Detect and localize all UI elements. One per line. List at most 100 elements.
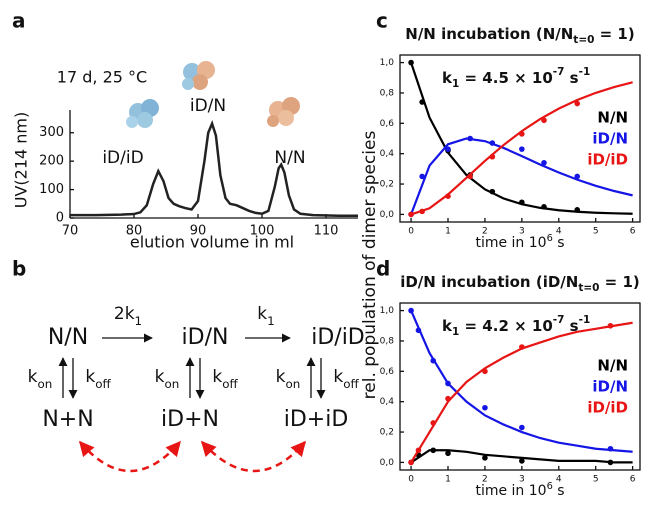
rate-constant-part: -7 <box>553 314 565 326</box>
rate-label: 2k1 <box>114 304 142 328</box>
data-point <box>415 327 422 334</box>
data-point <box>419 173 425 180</box>
x-tick-label: 3 <box>519 475 525 485</box>
data-point <box>482 455 488 461</box>
legend-entry: N/N <box>597 357 628 375</box>
x-axis-label: time in 106 s <box>475 233 564 252</box>
y-tick-label: 0,0 <box>380 210 395 220</box>
x-tick-label: 110 <box>314 224 339 239</box>
y-tick-label: 0,4 <box>380 149 395 159</box>
data-point <box>574 173 581 180</box>
x-tick-label: 0 <box>408 475 414 485</box>
x-axis-label-part: time in 10 <box>475 483 546 499</box>
rate-constant-part: -1 <box>579 66 591 78</box>
legend-entry: iD/N <box>592 378 628 396</box>
rate-constant-part: k <box>442 69 453 87</box>
node: N+N <box>42 407 93 432</box>
data-point <box>607 445 614 452</box>
data-point <box>574 207 581 213</box>
chart-title-part: = 1) <box>599 273 639 291</box>
y-tick-label: 0,2 <box>380 180 394 190</box>
data-point <box>519 458 525 464</box>
data-point <box>519 424 525 431</box>
rate-sub: 1 <box>135 314 143 328</box>
rate-sub: off <box>95 377 111 391</box>
rate-constant-part: s <box>564 69 578 87</box>
rate: k <box>28 367 38 387</box>
x-tick-label: 1 <box>445 227 451 237</box>
rate-constant-part: 1 <box>452 78 459 90</box>
data-point <box>541 159 547 166</box>
x-axis-label-part: time in 10 <box>475 235 546 251</box>
x-tick-label: 90 <box>190 224 207 239</box>
rate: 2k <box>114 304 135 324</box>
legend-entry: iD/N <box>592 130 628 148</box>
y-tick-label: 0,0 <box>380 458 395 468</box>
x-tick-label: 4 <box>556 475 562 485</box>
fit-line <box>410 449 633 464</box>
chromatogram <box>70 120 358 217</box>
annotation: 17 d, 25 °C <box>57 68 147 87</box>
data-point <box>445 450 451 457</box>
x-tick-label: 5 <box>593 227 599 237</box>
chart-title: N/N incubation (N/Nt=0 = 1) <box>405 25 634 47</box>
node: N/N <box>48 325 88 350</box>
rate-constant-part: k <box>442 317 453 335</box>
data-point <box>519 146 525 152</box>
data-point <box>408 307 414 314</box>
chart-title-part: N/N incubation (N/N <box>405 25 573 43</box>
data-point <box>519 344 525 350</box>
rate-sub: 1 <box>267 314 275 328</box>
x-axis-label-part: s <box>553 235 565 251</box>
data-point <box>482 368 488 375</box>
y-tick-label: 0,6 <box>380 119 395 129</box>
y-tick-label: 1,0 <box>380 58 395 68</box>
data-point <box>408 211 414 218</box>
data-point <box>419 99 425 105</box>
rate-sub: on <box>165 377 180 391</box>
panel-label: b <box>12 257 26 281</box>
rate-sub: off <box>343 377 359 391</box>
chart-title-part: t=0 <box>578 282 599 294</box>
x-tick-label: 1 <box>445 475 451 485</box>
x-axis-label: elution volume in ml <box>130 233 294 252</box>
koff: koff <box>333 367 359 391</box>
data-point <box>430 420 437 426</box>
chart-title-part: iD/N incubation (iD/N <box>400 273 578 291</box>
peak-label: iD/iD <box>102 148 143 168</box>
kon: kon <box>28 367 53 391</box>
y-tick-label: 200 <box>39 154 64 169</box>
data-point <box>408 59 414 66</box>
chart-title-part: = 1) <box>594 25 634 43</box>
fit-line <box>410 137 633 215</box>
node: iD+iD <box>284 407 349 432</box>
scheme: N/N iD/N iD/iD N+N iD+N iD+iD 2k1 k1 kon… <box>28 304 365 473</box>
data-point <box>467 135 473 142</box>
rate-sub: on <box>286 377 301 391</box>
y-tick-label: 0,8 <box>380 336 395 346</box>
rate-constant: k1 = 4.2 × 10-7 s-1 <box>442 314 590 338</box>
data-point <box>408 459 414 466</box>
x-axis-label: time in 106 s <box>475 481 564 500</box>
y-tick-label: 100 <box>39 182 64 197</box>
node: iD/N <box>182 325 229 350</box>
peak-label: N/N <box>274 148 305 168</box>
legend-entry: iD/iD <box>587 399 628 417</box>
rate-constant-part: -1 <box>579 314 591 326</box>
x-tick-label: 5 <box>593 475 599 485</box>
rate-label: k1 <box>257 304 274 328</box>
rate: k <box>333 367 343 387</box>
legend-entry: N/N <box>597 109 628 127</box>
rate-constant: k1 = 4.5 × 10-7 s-1 <box>442 66 590 90</box>
rate: k <box>85 367 95 387</box>
y-tick-label: 0,8 <box>380 88 395 98</box>
node: iD/iD <box>311 325 365 350</box>
rate-constant-part: = 4.5 × 10 <box>459 69 552 87</box>
shared-y-label: rel. population of dimer species <box>360 131 380 400</box>
x-axis-label-part: 6 <box>547 233 553 244</box>
data-point <box>430 447 437 454</box>
x-tick-label: 2 <box>482 227 488 237</box>
x-tick-label: 0 <box>408 227 414 237</box>
panel-label: d <box>376 257 390 281</box>
data-point <box>574 100 581 107</box>
